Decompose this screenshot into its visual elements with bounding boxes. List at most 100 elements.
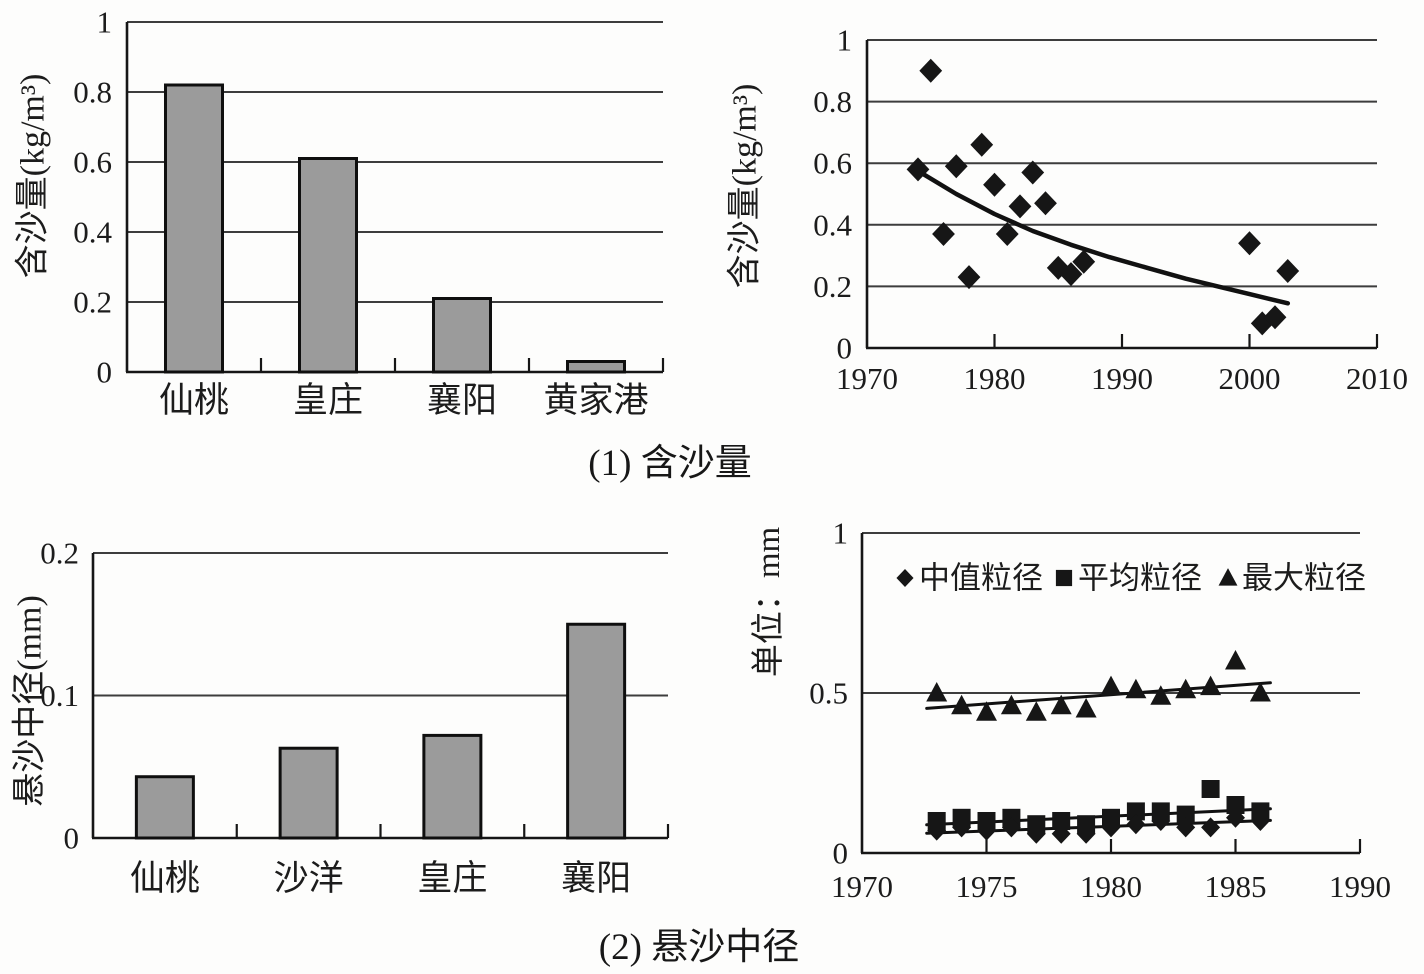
scatter-point-diamond — [1151, 811, 1171, 831]
y-tick-label: 1 — [97, 5, 113, 40]
category-label: 仙桃 — [130, 859, 200, 898]
y-tick-label: 1 — [837, 23, 853, 58]
bar — [432, 297, 492, 374]
y-tick-label: 0 — [837, 331, 853, 366]
scatter-point-diamond — [1276, 259, 1300, 283]
y-tick-label: 0.8 — [813, 84, 852, 119]
y-tick-label: 0 — [64, 821, 80, 856]
scatter-point-square — [1176, 805, 1195, 824]
scatter-point-diamond — [1076, 823, 1096, 844]
bar — [566, 360, 626, 374]
scatter-point-diamond — [983, 172, 1006, 197]
category-label: 沙洋 — [274, 859, 344, 898]
scatter-point-diamond — [1226, 807, 1245, 828]
scatter-point-diamond — [977, 820, 996, 841]
scatter-point-diamond — [932, 222, 955, 247]
trend-line — [915, 168, 1291, 306]
scatter-point-diamond — [927, 820, 947, 841]
scatter-point-diamond — [1051, 823, 1071, 844]
scatter-point-diamond — [919, 58, 943, 83]
x-tick-label: 1975 — [956, 869, 1018, 904]
scatter-point-diamond — [952, 817, 972, 838]
legend-label: 平均粒径 — [1078, 561, 1202, 596]
y-tick-label: 0 — [833, 836, 849, 871]
category-label: 仙桃 — [159, 381, 229, 420]
scatter-point-diamond — [1021, 160, 1045, 185]
x-tick-label: 1970 — [836, 361, 898, 396]
legend-label: 最大粒径 — [1242, 561, 1366, 596]
scatter-point-diamond — [1059, 262, 1083, 287]
grainsize-by-year-svg: 0 0.5 1 单位：mm 1970 1975 1980 1985 1990 中值粒径 平均粒径 最大… — [750, 516, 1391, 905]
legend-label: 中值粒径 — [919, 561, 1043, 596]
scatter-point-triangle — [926, 682, 948, 702]
y-axis-title: 悬沙中径(mm) — [11, 595, 49, 807]
y-tick-label: 0.4 — [73, 215, 112, 250]
legend-marker-square — [1055, 569, 1073, 587]
y-axis-title: 单位：mm — [750, 527, 787, 678]
scatter-point-diamond — [1001, 817, 1021, 838]
y-axis-title: 含沙量(kg/m³) — [726, 84, 764, 289]
chart-grainsize-by-year: 0 0.5 1 单位：mm 1970 1975 1980 1985 1990 中值粒径 平均粒径 最大… — [712, 505, 1424, 922]
x-tick-label: 1980 — [1080, 869, 1142, 904]
scatter-point-diamond — [906, 157, 930, 182]
scatter-point-triangle — [1000, 694, 1022, 715]
chart-concentration-by-year: 0 0.2 0.4 0.6 0.8 1 含沙量(kg/m³) 1970 1980 1990 2000… — [712, 0, 1424, 425]
x-tick-label: 1980 — [964, 361, 1026, 396]
caption-sediment-concentration: (1) 含沙量 — [588, 443, 752, 484]
bar — [566, 622, 627, 840]
legend-marker-diamond — [896, 569, 914, 587]
scatter-point-triangle — [976, 701, 997, 721]
chart-concentration-by-station: 0 0.2 0.4 0.6 0.8 1 含沙量(kg/m³) 仙桃 皇庄 襄阳 黄家港 — [0, 0, 700, 440]
scatter-point-triangle — [1150, 685, 1172, 705]
category-label: 襄阳 — [561, 859, 631, 898]
y-tick-label: 0.1 — [40, 678, 79, 713]
y-tick-label: 0.2 — [813, 269, 852, 304]
y-tick-label: 0 — [97, 355, 113, 390]
x-tick-label: 1985 — [1205, 869, 1267, 904]
category-label: 黄家港 — [543, 381, 648, 420]
x-tick-label: 1990 — [1329, 869, 1391, 904]
bar — [422, 733, 483, 840]
scatter-point-diamond — [1026, 823, 1046, 844]
scatter-point-triangle — [1075, 698, 1097, 718]
scatter-point-diamond — [1046, 255, 1070, 280]
concentration-by-station-svg: 0 0.2 0.4 0.6 0.8 1 含沙量(kg/m³) 仙桃 皇庄 襄阳 黄家港 — [14, 5, 665, 420]
scatter-point-diamond — [1263, 305, 1287, 330]
scatter-point-diamond — [1126, 814, 1146, 835]
scatter-point-triangle — [1225, 650, 1246, 670]
y-tick-label: 1 — [833, 516, 849, 551]
x-tick-label: 1970 — [831, 869, 893, 904]
scatter-point-diamond — [944, 154, 968, 179]
y-tick-label: 0.8 — [73, 75, 112, 110]
category-label: 皇庄 — [417, 859, 487, 898]
scatter-point-diamond — [1238, 231, 1261, 256]
scatter-point-diamond — [1008, 194, 1032, 219]
trend-line — [925, 681, 1272, 710]
scatter-point-triangle — [1025, 701, 1047, 721]
scatter-point-square — [1201, 780, 1220, 798]
bar — [164, 83, 224, 374]
scatter-point-square — [1052, 812, 1071, 830]
scatter-point-diamond — [1072, 249, 1096, 274]
chart-grainsize-by-station: 0 0.1 0.2 悬沙中径(mm) 仙桃 沙洋 皇庄 襄阳 — [0, 505, 700, 915]
scatter-point-triangle — [951, 694, 973, 715]
scatter-point-square — [1126, 802, 1145, 821]
y-tick-label: 0.5 — [809, 676, 848, 711]
scatter-point-triangle — [1249, 682, 1271, 702]
scatter-point-diamond — [970, 132, 994, 157]
legend-marker-triangle — [1218, 568, 1238, 586]
scatter-point-diamond — [1250, 811, 1270, 831]
scatter-point-triangle — [1175, 678, 1197, 699]
scatter-point-diamond — [1201, 817, 1221, 838]
concentration-by-year-svg: 0 0.2 0.4 0.6 0.8 1 含沙量(kg/m³) 1970 1980 1990 2000… — [726, 23, 1409, 397]
scatter-point-triangle — [1200, 675, 1222, 696]
scatter-point-diamond — [957, 265, 981, 290]
bar — [134, 775, 195, 840]
scatter-point-diamond — [1101, 817, 1121, 838]
scatter-point-triangle — [1125, 678, 1147, 699]
scatter-point-diamond — [995, 222, 1019, 247]
grainsize-by-station-svg: 0 0.1 0.2 悬沙中径(mm) 仙桃 沙洋 皇庄 襄阳 — [11, 536, 670, 898]
scatter-point-diamond — [1034, 191, 1057, 216]
scatter-point-square — [1226, 796, 1245, 814]
